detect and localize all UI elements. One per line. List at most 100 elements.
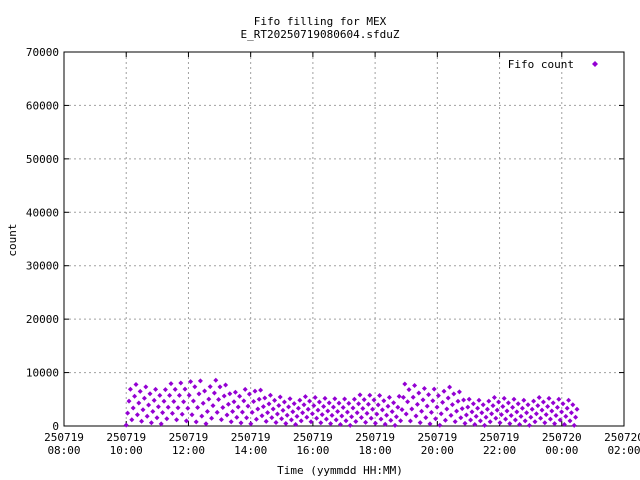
data-point bbox=[511, 396, 517, 402]
data-point bbox=[195, 405, 201, 410]
data-point bbox=[396, 393, 402, 399]
data-point bbox=[420, 397, 426, 403]
x-tick-label-date: 250719 bbox=[44, 431, 84, 444]
data-point bbox=[468, 417, 474, 423]
data-point bbox=[515, 401, 521, 407]
data-point bbox=[493, 415, 499, 421]
data-point bbox=[127, 386, 133, 392]
data-point bbox=[557, 417, 563, 423]
data-point bbox=[202, 388, 208, 394]
data-point bbox=[553, 413, 559, 418]
data-point bbox=[218, 417, 224, 423]
data-point bbox=[545, 404, 551, 409]
x-axis-label: Time (yymmdd HH:MM) bbox=[277, 464, 403, 477]
data-point bbox=[428, 409, 434, 415]
data-point bbox=[452, 419, 458, 425]
data-point bbox=[560, 401, 566, 407]
data-point bbox=[384, 412, 390, 418]
data-point bbox=[437, 422, 443, 428]
data-point bbox=[379, 407, 385, 413]
data-point bbox=[434, 404, 440, 410]
x-tick-label-date: 250719 bbox=[231, 431, 271, 444]
chart-title: Fifo filling for MEX bbox=[254, 15, 387, 28]
data-point bbox=[216, 397, 222, 402]
x-tick-label-time: 10:00 bbox=[110, 444, 143, 457]
data-point bbox=[413, 413, 419, 419]
data-point bbox=[204, 409, 210, 414]
data-point bbox=[417, 420, 423, 426]
data-point bbox=[307, 398, 313, 404]
data-point bbox=[525, 402, 531, 408]
chart-subtitle: E_RT20250719080604.sfduZ bbox=[241, 28, 400, 41]
data-point bbox=[251, 399, 257, 404]
data-point bbox=[185, 405, 191, 411]
data-point bbox=[540, 399, 546, 405]
y-tick-label: 50000 bbox=[26, 153, 59, 166]
data-point bbox=[363, 419, 369, 425]
data-point bbox=[536, 395, 542, 400]
data-point bbox=[214, 409, 220, 415]
data-point bbox=[526, 422, 532, 428]
x-tick-label-date: 250719 bbox=[355, 431, 395, 444]
data-point bbox=[269, 415, 275, 421]
data-point bbox=[287, 396, 293, 402]
data-point bbox=[375, 402, 381, 408]
data-point bbox=[277, 394, 283, 400]
grid bbox=[64, 52, 624, 426]
data-point bbox=[430, 398, 436, 404]
data-point bbox=[143, 384, 149, 390]
data-point bbox=[183, 418, 189, 424]
data-point bbox=[154, 415, 160, 421]
data-point bbox=[549, 408, 555, 414]
data-point bbox=[456, 389, 462, 395]
data-point bbox=[459, 406, 465, 412]
data-point bbox=[497, 420, 503, 426]
data-point bbox=[322, 395, 328, 401]
data-point bbox=[472, 422, 478, 427]
data-point bbox=[556, 396, 562, 402]
plot-frame bbox=[63, 51, 625, 427]
data-point bbox=[503, 416, 509, 422]
x-tick-label-date: 250719 bbox=[417, 431, 457, 444]
data-point bbox=[427, 421, 433, 427]
y-tick-label: 40000 bbox=[26, 206, 59, 219]
data-point bbox=[270, 406, 276, 412]
data-point bbox=[197, 378, 203, 384]
data-point bbox=[126, 398, 132, 404]
data-point bbox=[512, 417, 518, 423]
data-point bbox=[440, 399, 446, 405]
data-point bbox=[302, 394, 308, 400]
data-point bbox=[237, 393, 243, 399]
data-point bbox=[412, 383, 418, 388]
data-point bbox=[448, 412, 454, 418]
data-point bbox=[141, 395, 147, 401]
data-point bbox=[253, 416, 259, 422]
x-tick-label-date: 250719 bbox=[293, 431, 333, 444]
data-point bbox=[521, 397, 527, 403]
data-point bbox=[559, 409, 565, 415]
data-point bbox=[301, 402, 307, 408]
data-point bbox=[386, 394, 392, 400]
data-point bbox=[563, 413, 569, 419]
data-point bbox=[169, 410, 175, 416]
data-point bbox=[356, 401, 362, 407]
data-point bbox=[371, 397, 377, 403]
data-point bbox=[283, 421, 289, 426]
data-point bbox=[539, 407, 545, 413]
data-point bbox=[435, 393, 441, 399]
data-point bbox=[300, 410, 306, 416]
data-point bbox=[164, 416, 170, 422]
data-point bbox=[346, 400, 352, 406]
data-point bbox=[533, 411, 539, 417]
data-point bbox=[290, 409, 296, 415]
x-tick-label-date: 250720 bbox=[604, 431, 640, 444]
data-point bbox=[353, 419, 359, 424]
data-point bbox=[272, 397, 278, 403]
data-point bbox=[409, 406, 415, 412]
data-point bbox=[351, 396, 357, 402]
data-point bbox=[524, 410, 530, 416]
x-tick-label-time: 20:00 bbox=[421, 444, 454, 457]
data-point bbox=[567, 418, 573, 424]
data-point bbox=[309, 411, 315, 417]
data-point bbox=[574, 406, 580, 412]
